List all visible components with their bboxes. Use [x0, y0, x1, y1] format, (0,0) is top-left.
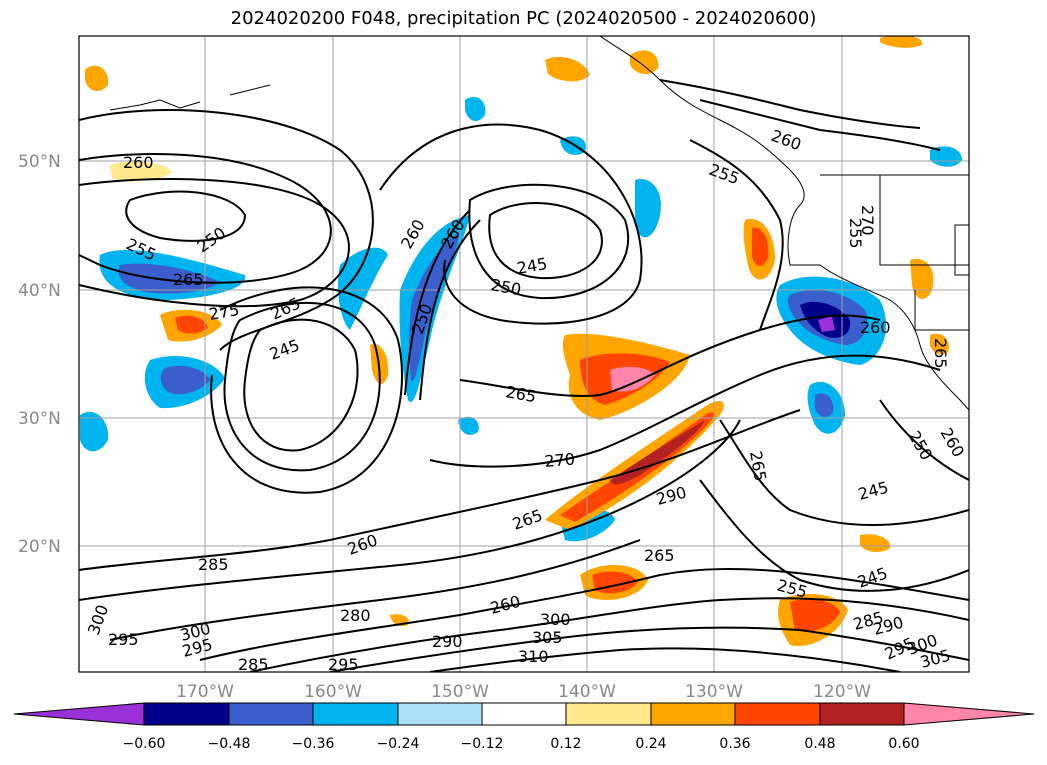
contour-lines	[79, 79, 969, 672]
contour-label: 290	[432, 632, 463, 651]
contour-label: 260	[937, 425, 969, 461]
longitude-label: 120°W	[813, 682, 871, 702]
contour-label: 250	[905, 428, 937, 464]
colorbar-tick-label: −0.60	[122, 736, 166, 752]
latitude-label: 50°N	[18, 152, 61, 172]
longitude-label: 170°W	[176, 682, 234, 702]
contour-label: 260	[488, 592, 522, 618]
shade-positive-deep	[610, 420, 705, 485]
contour-label: 280	[340, 606, 371, 625]
contour-label: 285	[238, 655, 269, 674]
colorbar-swatch	[734, 702, 821, 726]
contour-label: 310	[518, 647, 549, 666]
shade-negative-core	[160, 365, 210, 395]
plot-frame	[78, 35, 970, 673]
colorbar-tick-label: 0.24	[635, 736, 667, 752]
contour-label: 305	[532, 628, 563, 647]
contour-label: 245	[515, 254, 548, 278]
contour-label: 300	[540, 610, 571, 629]
coastline	[109, 36, 969, 411]
shade-positive	[85, 65, 109, 92]
colorbar-tick-label: 0.48	[804, 736, 836, 752]
map-title: 2024020200 F048, precipitation PC (20240…	[230, 8, 817, 29]
shade-positive-strong	[175, 315, 208, 334]
contour-label: 265	[510, 505, 545, 533]
colorbar-tick-label: −0.48	[207, 736, 251, 752]
shade-negative-core	[815, 393, 834, 417]
shade-positive	[630, 50, 659, 75]
colorbar-extension-low	[13, 702, 145, 726]
longitude-label: 160°W	[304, 682, 362, 702]
contour-label: 295	[328, 655, 359, 674]
contour-label: 250	[193, 223, 229, 256]
shade-negative-core	[118, 263, 220, 294]
contour-label: 265	[746, 449, 770, 482]
colorbar-swatch	[565, 702, 652, 726]
latitude-label: 20°N	[18, 537, 61, 557]
colorbar-tick-label: 0.12	[550, 736, 582, 752]
colorbar	[13, 702, 1035, 726]
contour-label: 255	[707, 160, 742, 188]
shade-negative-extreme	[818, 316, 835, 332]
latitude-label: 40°N	[18, 281, 61, 301]
colorbar-tick-label: −0.24	[376, 736, 420, 752]
colorbar-swatch	[650, 702, 736, 726]
contour-label: 250	[489, 275, 522, 299]
shade-negative	[930, 146, 962, 167]
contour-label: 265	[504, 382, 537, 406]
contour-label: 245	[855, 563, 890, 591]
shade-positive	[910, 258, 934, 300]
colorbar-tick-label: 0.36	[719, 736, 751, 752]
contour-label: 295	[108, 630, 139, 649]
colorbar-swatch	[819, 702, 905, 726]
shade-positive	[930, 333, 949, 355]
colorbar-swatch	[228, 702, 314, 726]
latitude-label: 30°N	[18, 409, 61, 429]
contour-label: 265	[931, 338, 950, 369]
contour-label: 260	[123, 153, 154, 172]
colorbar-swatch	[397, 702, 483, 726]
contour-label: 245	[267, 335, 302, 363]
contour-label: 270	[544, 449, 576, 471]
contour-label: 290	[654, 483, 688, 509]
contour-label: 265	[173, 270, 204, 289]
shade-negative	[635, 179, 661, 238]
colorbar-swatch	[312, 702, 399, 726]
contour-label: 275	[207, 300, 240, 324]
shade-negative	[80, 411, 109, 452]
shade-negative	[338, 247, 388, 330]
colorbar-swatch	[481, 702, 567, 726]
contour-label: 255	[846, 218, 865, 249]
contour-label: 270	[858, 205, 877, 236]
shade-positive	[545, 56, 590, 82]
colorbar-tick-label: −0.12	[460, 736, 504, 752]
longitude-label: 140°W	[558, 682, 616, 702]
contour-labels: 260 255 250 265 275 245 265 250 260 245 …	[84, 126, 969, 674]
colorbar-extension-high	[903, 702, 1035, 726]
longitude-label: 150°W	[431, 682, 489, 702]
shade-negative	[458, 416, 479, 435]
shade-positive	[110, 161, 172, 182]
shade-positive	[860, 534, 891, 552]
shade-positive-strong	[752, 227, 769, 266]
colorbar-swatch	[143, 702, 230, 726]
contour-label: 260	[860, 318, 891, 337]
shade-positive-peak	[610, 366, 655, 392]
contour-label: 265	[644, 546, 675, 565]
colorbar-tick-label: −0.36	[291, 736, 335, 752]
colorbar-tick-label: 0.60	[888, 736, 920, 752]
shade-negative	[465, 96, 486, 122]
longitude-label: 130°W	[685, 682, 743, 702]
contour-label: 260	[769, 126, 804, 154]
shade-positive	[880, 36, 923, 48]
shade-positive-strong	[790, 599, 840, 632]
contour-label: 285	[198, 555, 229, 574]
contour-label: 245	[856, 478, 890, 504]
